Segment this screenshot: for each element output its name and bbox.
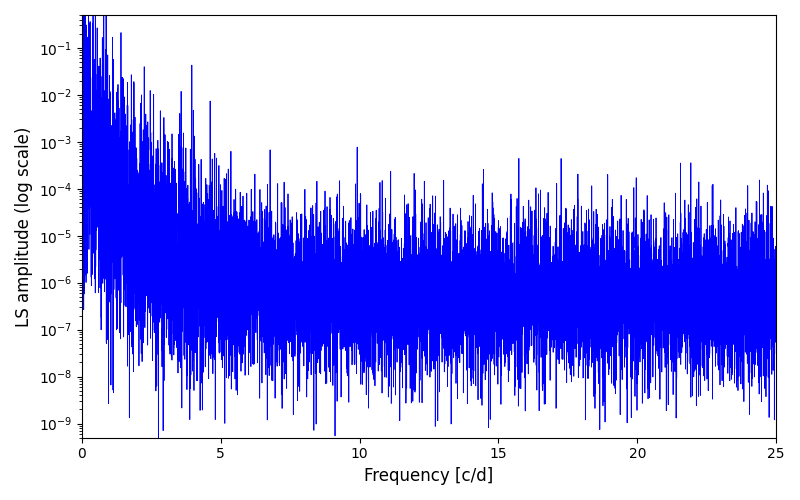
X-axis label: Frequency [c/d]: Frequency [c/d]: [364, 467, 494, 485]
Y-axis label: LS amplitude (log scale): LS amplitude (log scale): [15, 126, 33, 326]
